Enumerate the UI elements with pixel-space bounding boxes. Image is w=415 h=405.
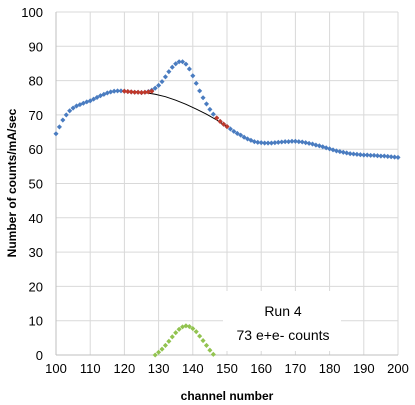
y-tick-label: 90 xyxy=(29,39,43,54)
signal-point xyxy=(173,330,179,336)
y-tick-label: 70 xyxy=(29,108,43,123)
data-point xyxy=(176,59,182,65)
annotation-run: Run 4 xyxy=(264,303,302,319)
y-tick-label: 40 xyxy=(29,211,43,226)
fit-region-point xyxy=(224,124,230,130)
data-point xyxy=(159,79,165,85)
signal-point xyxy=(190,326,196,332)
annotation-counts: 73 e+e- counts xyxy=(236,327,329,343)
data-point xyxy=(87,98,93,104)
data-point xyxy=(337,149,343,155)
signal-point xyxy=(169,334,175,340)
tick-labels: 100 110 120 130 140 150 160 170 180 190 200 0 10 20 30… xyxy=(21,5,409,376)
signal-point xyxy=(166,338,172,344)
y-tick-label: 60 xyxy=(29,142,43,157)
data-point xyxy=(118,88,124,94)
data-point xyxy=(340,149,346,155)
data-point xyxy=(286,139,292,145)
signal-point xyxy=(200,338,206,344)
signal-point xyxy=(152,352,158,358)
data-point xyxy=(275,139,281,145)
data-point xyxy=(63,112,69,118)
data-point xyxy=(190,73,196,79)
x-tick-label: 130 xyxy=(148,361,170,376)
y-tick-label: 80 xyxy=(29,74,43,89)
data-point xyxy=(210,111,216,117)
signal-point xyxy=(159,346,165,352)
data-point xyxy=(207,106,213,112)
data-point xyxy=(395,154,401,160)
x-tick-label: 170 xyxy=(285,361,307,376)
data-point xyxy=(91,96,97,102)
data-point xyxy=(56,124,62,130)
signal-point xyxy=(210,351,216,357)
data-point xyxy=(234,130,240,136)
data-point xyxy=(231,128,237,134)
data-point xyxy=(111,88,117,94)
signal-point xyxy=(183,323,189,329)
x-tick-label: 110 xyxy=(80,361,101,376)
x-tick-label: 100 xyxy=(45,361,67,376)
x-tick-label: 200 xyxy=(387,361,409,376)
y-tick-label: 100 xyxy=(21,5,43,20)
fit-region-point xyxy=(145,89,151,95)
data-point xyxy=(306,140,312,146)
data-point xyxy=(268,140,275,146)
data-point xyxy=(374,153,381,159)
data-point xyxy=(152,85,158,91)
x-tick-label: 180 xyxy=(319,361,341,376)
data-point xyxy=(241,134,247,140)
signal-point xyxy=(176,326,182,332)
signal-point xyxy=(162,342,168,348)
data-point xyxy=(262,140,268,146)
data-point xyxy=(251,139,257,145)
data-point xyxy=(385,153,391,159)
y-tick-label: 50 xyxy=(29,177,43,192)
data-point xyxy=(292,138,298,144)
signal-point xyxy=(193,329,199,335)
data-point xyxy=(347,151,353,157)
fit-region-point xyxy=(121,88,127,94)
y-tick-label: 20 xyxy=(29,279,43,294)
y-axis-title: Number of counts/mA/sec xyxy=(5,108,19,257)
signal-point xyxy=(197,333,203,339)
data-point xyxy=(392,154,398,160)
gridlines xyxy=(55,11,399,356)
annotation-box: Run 4 73 e+e- counts xyxy=(223,291,341,351)
data-point xyxy=(227,126,233,132)
fit-region-point xyxy=(149,88,155,94)
signal-point xyxy=(203,342,210,348)
data-point xyxy=(368,152,374,158)
x-tick-label: 140 xyxy=(182,361,204,376)
signal-point xyxy=(207,347,213,353)
signal-point xyxy=(186,323,192,330)
x-axis-title: channel number xyxy=(181,389,274,403)
y-tick-label: 0 xyxy=(36,348,43,363)
data-point xyxy=(378,153,384,159)
x-tick-label: 150 xyxy=(216,361,238,376)
y-tick-label: 10 xyxy=(29,314,43,329)
signal-point xyxy=(156,349,162,355)
y-tick-label: 30 xyxy=(29,245,43,260)
x-tick-label: 190 xyxy=(353,361,375,376)
data-point xyxy=(166,69,172,75)
plot-marks xyxy=(53,59,401,358)
x-tick-label: 120 xyxy=(114,361,136,376)
x-tick-label: 160 xyxy=(250,361,272,376)
axes xyxy=(55,12,398,356)
data-point xyxy=(361,152,367,158)
fit-region-point xyxy=(128,89,134,95)
data-point xyxy=(179,59,186,65)
data-point xyxy=(354,151,360,157)
data-point xyxy=(364,152,370,158)
data-point xyxy=(255,139,261,145)
fit-region-point xyxy=(125,89,131,95)
